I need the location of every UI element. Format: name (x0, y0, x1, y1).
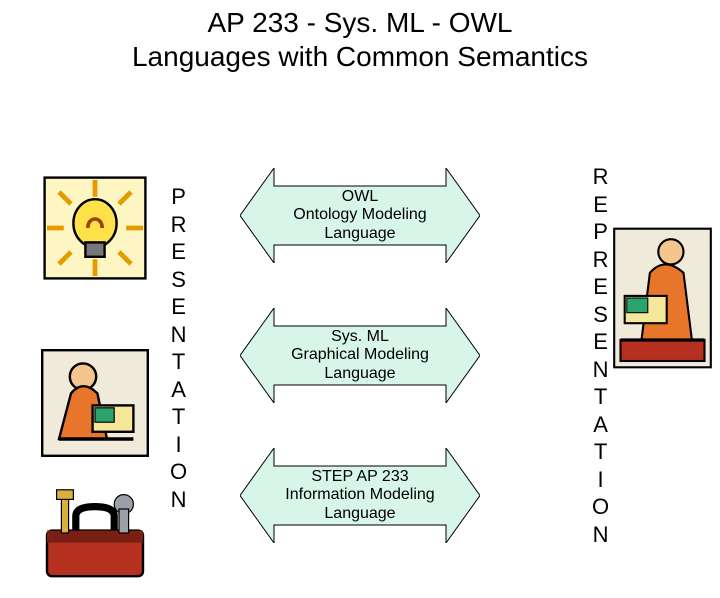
person-laptop-right-icon (610, 223, 715, 373)
title-line-2: Languages with Common Semantics (132, 41, 588, 72)
title-line-1: AP 233 - Sys. ML - OWL (208, 7, 513, 38)
page-title: AP 233 - Sys. ML - OWL Languages with Co… (0, 0, 720, 73)
arrow-label-1: Sys. MLGraphical ModelingLanguage (240, 308, 480, 403)
arrow-box-0: OWLOntology ModelingLanguage (240, 168, 480, 263)
arrow-label-2: STEP AP 233Information ModelingLanguage (240, 448, 480, 543)
arrow-box-2: STEP AP 233Information ModelingLanguage (240, 448, 480, 543)
vertical-label-left: P R E S E N T A T I O N (170, 183, 187, 513)
toolbox-icon (35, 473, 155, 593)
lightbulb-icon (35, 168, 155, 288)
person-laptop-left-icon (35, 343, 155, 463)
vertical-label-right: R E P R E S E N T A T I O N (592, 163, 609, 548)
arrow-box-1: Sys. MLGraphical ModelingLanguage (240, 308, 480, 403)
diagram-area: P R E S E N T A T I O N R E P R E S E N … (0, 73, 720, 533)
arrow-label-0: OWLOntology ModelingLanguage (240, 168, 480, 263)
